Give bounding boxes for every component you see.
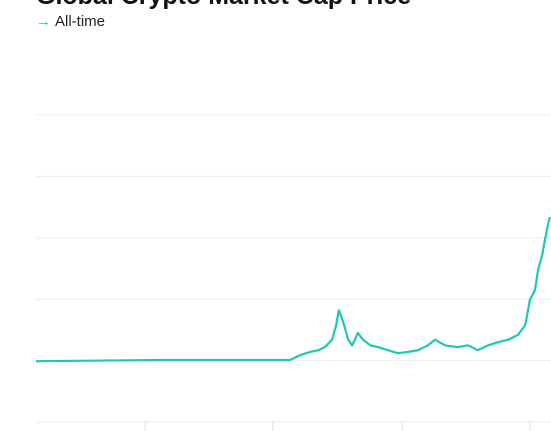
chart-title: Global Crypto Market Cap Price bbox=[36, 0, 411, 10]
line bbox=[35, 216, 551, 363]
subtitle-icon: → bbox=[36, 13, 51, 30]
subtitle: All-time bbox=[55, 13, 105, 30]
